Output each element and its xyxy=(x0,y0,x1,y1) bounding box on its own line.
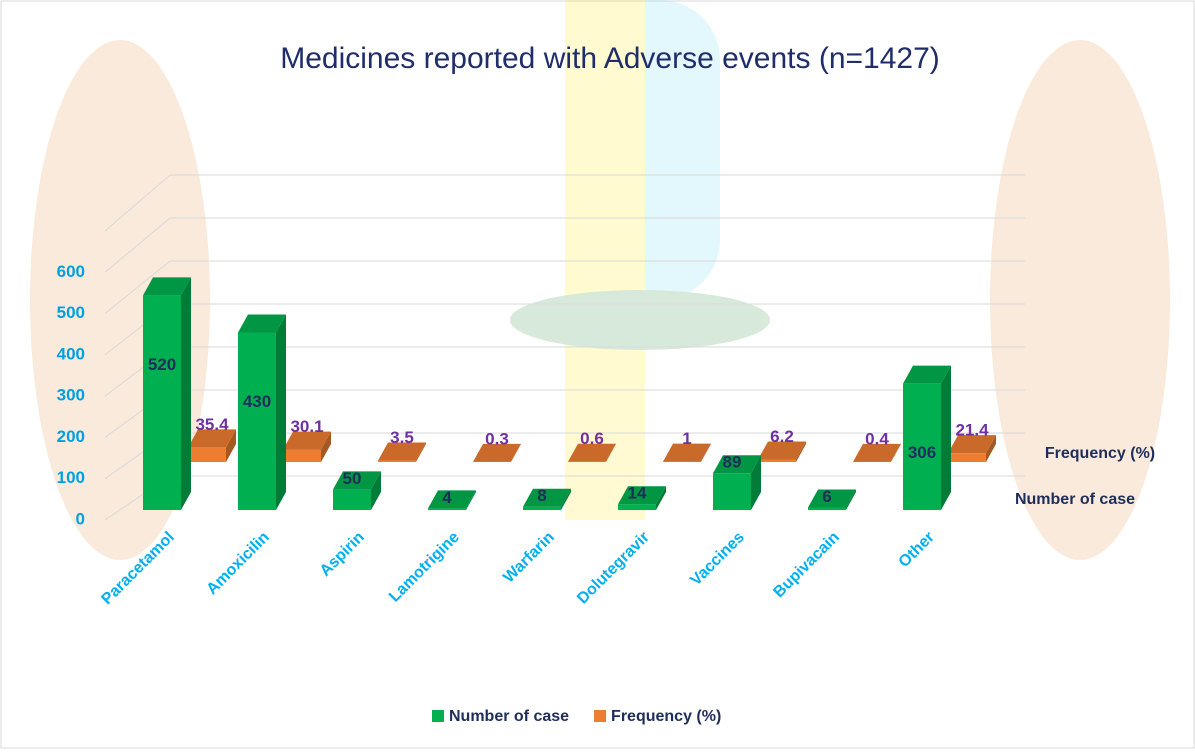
bar xyxy=(238,314,286,510)
bar xyxy=(903,366,951,510)
value-label: 8 xyxy=(537,486,546,505)
bar-face xyxy=(333,489,371,510)
value-label: 4 xyxy=(442,488,452,507)
value-label: 35.4 xyxy=(195,415,229,434)
value-label: 1 xyxy=(682,429,691,448)
y-tick-label: 100 xyxy=(57,468,85,487)
chart: Medicines reported with Adverse events (… xyxy=(0,0,1195,749)
bar-face xyxy=(181,277,191,510)
bar-face xyxy=(948,453,986,462)
legend-swatch xyxy=(432,710,444,722)
value-label: 0.6 xyxy=(580,429,604,448)
y-tick-label: 200 xyxy=(57,427,85,446)
value-label: 6.2 xyxy=(770,427,794,446)
bar-face xyxy=(758,459,796,462)
value-label: 520 xyxy=(148,355,176,374)
value-label: 50 xyxy=(343,469,362,488)
value-label: 21.4 xyxy=(955,421,989,440)
legend-swatch xyxy=(594,710,606,722)
value-label: 89 xyxy=(723,453,742,472)
bar-face xyxy=(618,504,656,510)
legend-label: Frequency (%) xyxy=(611,708,721,725)
value-label: 3.5 xyxy=(390,428,414,447)
value-label: 0.4 xyxy=(865,429,889,448)
bar xyxy=(143,277,191,510)
value-label: 430 xyxy=(243,392,271,411)
legend-label: Number of case xyxy=(449,708,569,725)
y-tick-label: 400 xyxy=(57,344,85,363)
chart-title: Medicines reported with Adverse events (… xyxy=(280,42,940,75)
value-label: 6 xyxy=(822,487,831,506)
y-tick-label: 0 xyxy=(76,509,85,528)
bar-face xyxy=(238,332,276,510)
y-tick-label: 600 xyxy=(57,262,85,281)
bar-face xyxy=(283,450,321,462)
bar-face xyxy=(188,447,226,462)
y-tick-label: 300 xyxy=(57,386,85,405)
bar-face xyxy=(143,295,181,510)
series-axis-label: Frequency (%) xyxy=(1045,445,1155,462)
bar-face xyxy=(523,507,561,510)
bar-face xyxy=(713,473,751,510)
value-label: 30.1 xyxy=(290,417,323,436)
bar-face xyxy=(428,508,466,510)
y-tick-label: 500 xyxy=(57,303,85,322)
bar-face xyxy=(941,366,951,510)
bar-face xyxy=(378,461,416,462)
value-label: 14 xyxy=(628,484,647,503)
value-label: 306 xyxy=(908,443,936,462)
value-label: 0.3 xyxy=(485,429,509,448)
bar-face xyxy=(808,508,846,510)
series-axis-label: Number of case xyxy=(1015,491,1135,508)
bar-face xyxy=(276,314,286,510)
